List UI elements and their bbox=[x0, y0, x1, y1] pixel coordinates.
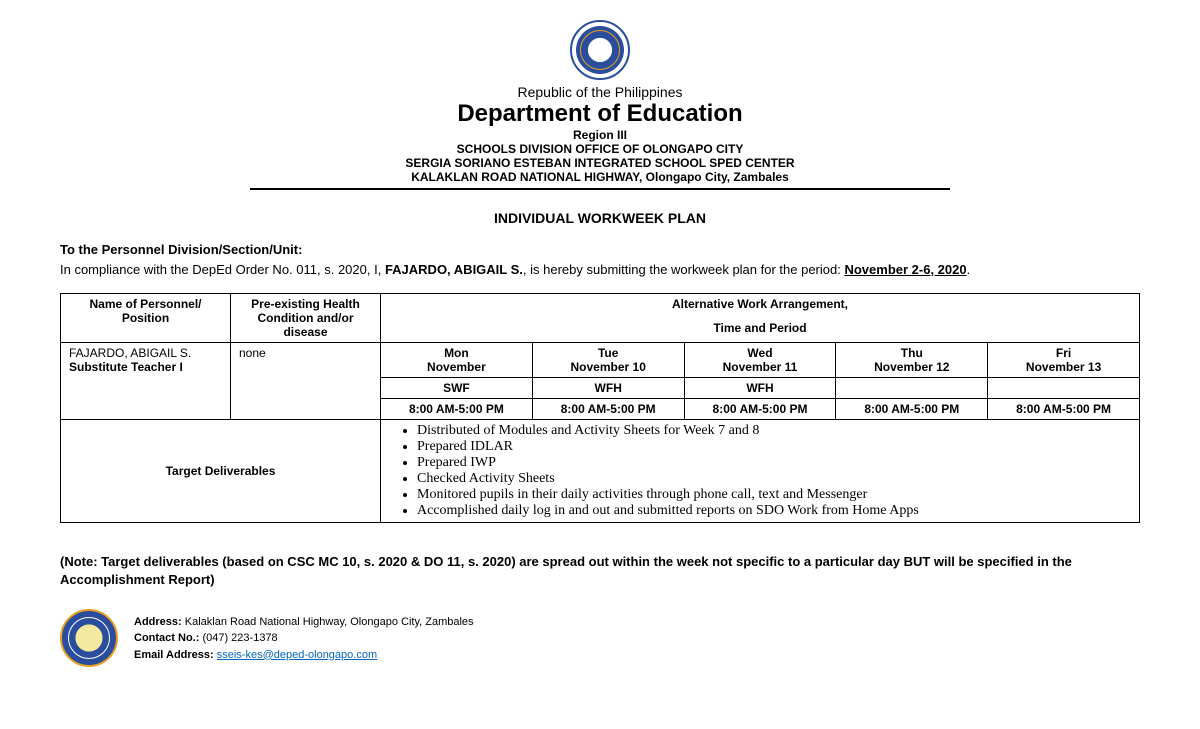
intro-name: FAJARDO, ABIGAIL S. bbox=[385, 262, 523, 277]
th-tue: TueNovember 10 bbox=[532, 343, 684, 378]
intro-pre: In compliance with the DepEd Order No. 0… bbox=[60, 262, 385, 277]
hrs-mon: 8:00 AM-5:00 PM bbox=[381, 399, 533, 420]
th-thu: ThuNovember 12 bbox=[836, 343, 988, 378]
hrs-fri: 8:00 AM-5:00 PM bbox=[988, 399, 1140, 420]
footer-address-label: Address: bbox=[134, 616, 182, 628]
arr-mon: SWF bbox=[381, 378, 533, 399]
footer-contact-label: Contact No.: bbox=[134, 632, 199, 644]
header-region: Region III bbox=[60, 128, 1140, 142]
th-fri: FriNovember 13 bbox=[988, 343, 1140, 378]
footer: Address: Kalaklan Road National Highway,… bbox=[60, 609, 1140, 667]
deliverable-item: Prepared IDLAR bbox=[417, 439, 1131, 455]
intro-period: November 2-6, 2020 bbox=[844, 262, 966, 277]
deliverables-list: Distributed of Modules and Activity Shee… bbox=[389, 423, 1131, 519]
footer-email-link[interactable]: sseis-kes@deped-olongapo.com bbox=[217, 649, 377, 661]
hrs-wed: 8:00 AM-5:00 PM bbox=[684, 399, 836, 420]
header-rule bbox=[250, 188, 950, 190]
deliverable-item: Monitored pupils in their daily activiti… bbox=[417, 487, 1131, 503]
personnel-position: Substitute Teacher I bbox=[69, 360, 222, 374]
header-division: SCHOOLS DIVISION OFFICE OF OLONGAPO CITY bbox=[60, 142, 1140, 156]
footer-address: Kalaklan Road National Highway, Olongapo… bbox=[182, 616, 474, 628]
note-text: (Note: Target deliverables (based on CSC… bbox=[60, 553, 1140, 589]
th-time-period: Time and Period bbox=[381, 318, 1140, 343]
intro-paragraph: To the Personnel Division/Section/Unit: … bbox=[60, 240, 1140, 279]
th-awa: Alternative Work Arrangement, bbox=[381, 294, 1140, 319]
header-department: Department of Education bbox=[60, 100, 1140, 128]
th-mon: MonNovember bbox=[381, 343, 533, 378]
workweek-table: Name of Personnel/ Position Pre-existing… bbox=[60, 293, 1140, 523]
th-wed: WedNovember 11 bbox=[684, 343, 836, 378]
personnel-name: FAJARDO, ABIGAIL S. bbox=[69, 346, 222, 360]
intro-to-label: To the Personnel Division/Section/Unit: bbox=[60, 240, 1140, 260]
cell-health: none bbox=[231, 343, 381, 420]
th-health: Pre-existing Health Condition and/or dis… bbox=[231, 294, 381, 343]
deliverables-cell: Distributed of Modules and Activity Shee… bbox=[381, 420, 1140, 523]
footer-email-label: Email Address: bbox=[134, 649, 214, 661]
deliverables-label: Target Deliverables bbox=[61, 420, 381, 523]
deped-seal-icon bbox=[570, 20, 630, 80]
division-seal-icon bbox=[60, 609, 118, 667]
header-school: SERGIA SORIANO ESTEBAN INTEGRATED SCHOOL… bbox=[60, 156, 1140, 170]
deliverable-item: Distributed of Modules and Activity Shee… bbox=[417, 423, 1131, 439]
footer-text: Address: Kalaklan Road National Highway,… bbox=[134, 614, 474, 664]
document-title: INDIVIDUAL WORKWEEK PLAN bbox=[60, 210, 1140, 226]
intro-end: . bbox=[967, 262, 971, 277]
header-address: KALAKLAN ROAD NATIONAL HIGHWAY, Olongapo… bbox=[60, 170, 1140, 184]
arr-wed: WFH bbox=[684, 378, 836, 399]
document-header: Republic of the Philippines Department o… bbox=[60, 20, 1140, 190]
arr-tue: WFH bbox=[532, 378, 684, 399]
th-name-position: Name of Personnel/ Position bbox=[61, 294, 231, 343]
deliverable-item: Prepared IWP bbox=[417, 455, 1131, 471]
hrs-tue: 8:00 AM-5:00 PM bbox=[532, 399, 684, 420]
deliverable-item: Accomplished daily log in and out and su… bbox=[417, 503, 1131, 519]
hrs-thu: 8:00 AM-5:00 PM bbox=[836, 399, 988, 420]
arr-thu bbox=[836, 378, 988, 399]
arr-fri bbox=[988, 378, 1140, 399]
cell-personnel: FAJARDO, ABIGAIL S. Substitute Teacher I bbox=[61, 343, 231, 420]
header-country: Republic of the Philippines bbox=[60, 84, 1140, 100]
footer-contact: (047) 223-1378 bbox=[199, 632, 277, 644]
deliverable-item: Checked Activity Sheets bbox=[417, 471, 1131, 487]
intro-mid: , is hereby submitting the workweek plan… bbox=[523, 262, 845, 277]
